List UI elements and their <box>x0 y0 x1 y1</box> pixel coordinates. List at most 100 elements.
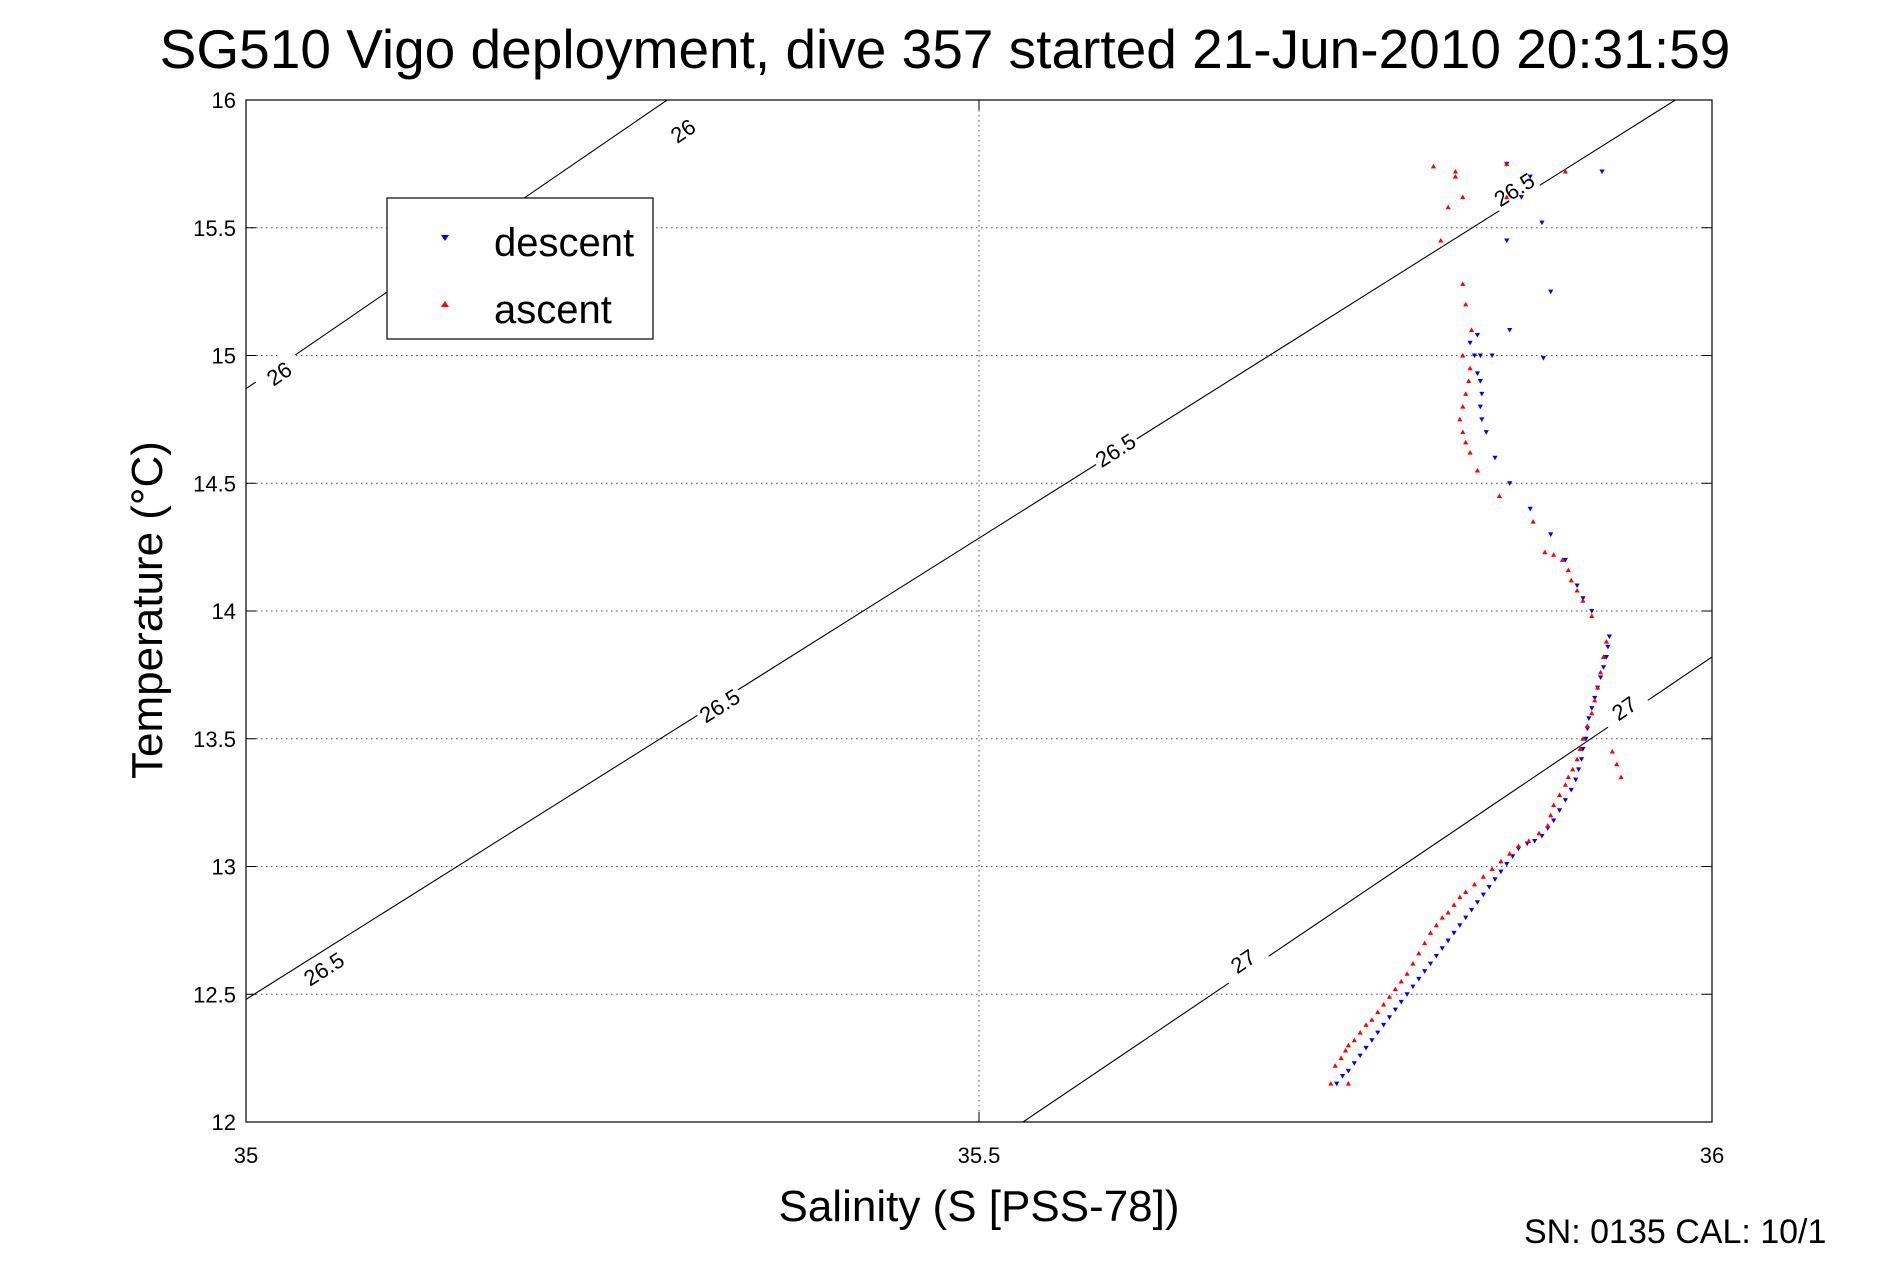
ascent-point <box>1463 301 1469 307</box>
descent-point <box>1351 1061 1357 1066</box>
ascent-point <box>1580 736 1586 741</box>
descent-point <box>1540 356 1547 361</box>
ascent-point <box>1460 404 1466 409</box>
ascent-point <box>1328 1081 1334 1086</box>
contour-label-background <box>251 348 307 399</box>
descent-point <box>1507 327 1513 333</box>
ascent-point <box>1438 237 1444 243</box>
descent-point <box>1589 706 1595 711</box>
ascent-point <box>1536 830 1542 836</box>
y-tick-label: 12 <box>212 1110 236 1135</box>
contour-label-background <box>691 680 748 731</box>
contour-label-background <box>1486 164 1542 215</box>
y-tick-label: 15 <box>212 344 236 369</box>
ascent-point <box>1345 1081 1352 1086</box>
ascent-point <box>1559 557 1566 562</box>
ascent-point <box>1463 439 1469 445</box>
x-tick-labels: 35 35.5 36 <box>234 1143 1724 1168</box>
y-tick-label: 15.5 <box>193 216 236 241</box>
ascent-point <box>1556 792 1563 797</box>
descent-point <box>1578 757 1585 762</box>
ascent-point <box>1375 1009 1381 1015</box>
descent-point <box>1451 930 1457 936</box>
descent-point <box>1489 353 1495 359</box>
ascent-point <box>1609 748 1615 754</box>
ascent-point <box>1410 960 1416 966</box>
descent-point <box>1467 340 1473 346</box>
descent-point <box>1518 195 1525 200</box>
ascent-point <box>1460 429 1466 435</box>
descent-point <box>1422 969 1428 974</box>
descent-point <box>1548 532 1554 537</box>
descent-point <box>1573 777 1579 783</box>
ascent-point <box>1460 352 1466 358</box>
ascent-point <box>1392 986 1398 992</box>
contour-label-background <box>1087 425 1144 475</box>
legend-ascent-label: ascent <box>494 288 612 332</box>
ascent-point <box>1422 940 1428 946</box>
ascent-point <box>1363 1022 1369 1027</box>
descent-point <box>1562 557 1568 563</box>
descent-point <box>1527 506 1533 512</box>
ascent-point <box>1577 746 1583 751</box>
descent-point <box>1562 798 1568 803</box>
descent-point <box>1507 481 1513 486</box>
descent-point <box>1606 634 1612 640</box>
descent-point <box>1398 999 1404 1005</box>
y-axis-label: Temperature (°C) <box>123 441 172 779</box>
ascent-point <box>1433 922 1439 928</box>
ascent-point <box>1463 391 1469 396</box>
ascent-point <box>1452 174 1459 179</box>
descent-point <box>1471 353 1478 359</box>
y-tick-label: 13 <box>212 855 236 880</box>
descent-point <box>1574 583 1580 589</box>
ascent-point <box>1457 894 1463 900</box>
descent-point <box>1363 1045 1369 1051</box>
ascent-point <box>1592 697 1598 703</box>
ascent-point <box>1565 774 1571 780</box>
ascent-point <box>1451 902 1457 907</box>
ascent-point <box>1381 1001 1387 1007</box>
ascent-point <box>1504 161 1510 166</box>
ascent-point <box>1595 685 1601 690</box>
x-tick-label: 36 <box>1700 1143 1724 1168</box>
ascent-point <box>1474 467 1481 473</box>
descent-point <box>1410 984 1416 990</box>
ascent-point <box>1562 168 1568 174</box>
descent-point <box>1589 609 1595 614</box>
chart-title: SG510 Vigo deployment, dive 357 started … <box>160 18 1731 80</box>
legend-descent-marker <box>441 235 449 241</box>
y-tick-labels: 12 12.5 13 13.5 14 14.5 15 15.5 16 <box>193 88 236 1135</box>
ascent-point <box>1584 723 1590 728</box>
descent-point <box>1474 371 1481 376</box>
footer-serial-calibration: SN: 0135 CAL: 10/1 <box>1524 1213 1826 1251</box>
legend-box <box>386 197 654 340</box>
descent-point <box>1597 675 1604 681</box>
legend: descent ascent <box>386 197 654 340</box>
descent-point <box>1527 174 1533 180</box>
ascent-point <box>1427 930 1434 935</box>
ascent-point <box>1551 802 1557 808</box>
descent-point <box>1580 746 1586 752</box>
ascent-point <box>1445 204 1451 210</box>
ascent-point <box>1445 909 1451 915</box>
descent-point <box>1339 1074 1346 1079</box>
descent-point <box>1468 907 1475 913</box>
ascent-point <box>1460 281 1466 286</box>
descent-point <box>1474 333 1481 338</box>
descent-point <box>1479 417 1485 422</box>
ascent-point <box>1463 889 1469 895</box>
descent-point <box>1492 877 1498 882</box>
descent-point <box>1480 892 1486 898</box>
descent-point <box>1392 1007 1398 1013</box>
descent-point <box>1439 946 1445 951</box>
ascent-point <box>1404 971 1410 976</box>
y-tick-label: 16 <box>212 88 236 113</box>
descent-point <box>1486 884 1492 890</box>
ascent-point <box>1542 549 1548 555</box>
ascent-point <box>1489 866 1495 872</box>
descent-point <box>1416 976 1422 982</box>
descent-point <box>1457 923 1463 928</box>
descent-point <box>1427 961 1434 967</box>
